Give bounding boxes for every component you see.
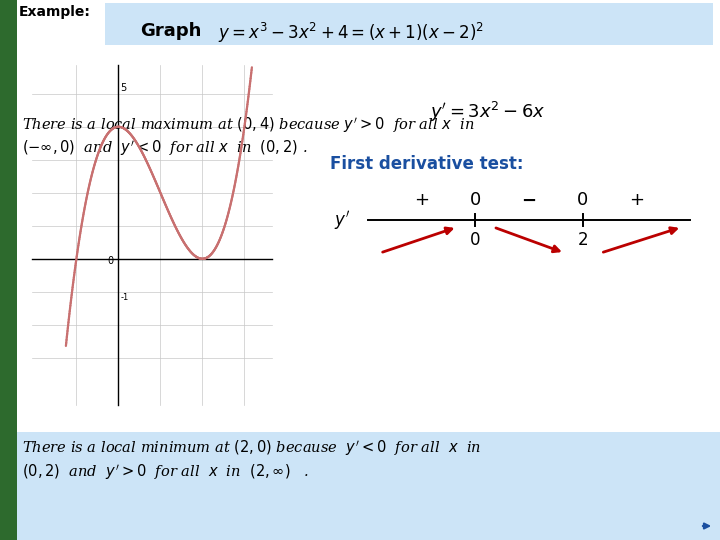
Text: Graph: Graph: [140, 22, 202, 40]
Text: Example:: Example:: [19, 5, 91, 19]
Text: $y = x^3 - 3x^2 + 4 = (x+1)(x-2)^2$: $y = x^3 - 3x^2 + 4 = (x+1)(x-2)^2$: [218, 21, 484, 45]
Text: First derivative test:: First derivative test:: [330, 155, 523, 173]
Text: There is a local maximum at $(0,4)$ because $y'>0$  for all $x$  in: There is a local maximum at $(0,4)$ beca…: [22, 115, 474, 134]
Bar: [105, 3, 713, 45]
Text: There is a local minimum at $(2,0)$ because  $y'<0$  for all  $x$  in: There is a local minimum at $(2,0)$ beca…: [22, 438, 481, 457]
Text: 0: 0: [470, 231, 480, 249]
Text: 0: 0: [469, 191, 481, 209]
Text: $y' = 3x^2 - 6x$: $y' = 3x^2 - 6x$: [430, 100, 546, 124]
Text: $\mathbf{-}$: $\mathbf{-}$: [521, 191, 536, 209]
Bar: [17, 432, 720, 540]
Text: 5: 5: [120, 83, 127, 93]
Text: +: +: [629, 191, 644, 209]
Text: +: +: [414, 191, 429, 209]
Text: $(0,2)$  and  $y'>0$  for all  $x$  in  $(2,\infty)$   .: $(0,2)$ and $y'>0$ for all $x$ in $(2,\i…: [22, 462, 309, 482]
Text: 0: 0: [577, 191, 588, 209]
Text: $(-\infty,0)$  and  $y'<0$  for all $x$  in  $(0,2)$ .: $(-\infty,0)$ and $y'<0$ for all $x$ in …: [22, 138, 307, 158]
Bar: [0, 0, 17, 540]
Text: $y'$: $y'$: [334, 208, 350, 232]
Text: 0: 0: [107, 256, 114, 266]
Text: 2: 2: [577, 231, 588, 249]
Text: -1: -1: [120, 293, 129, 302]
